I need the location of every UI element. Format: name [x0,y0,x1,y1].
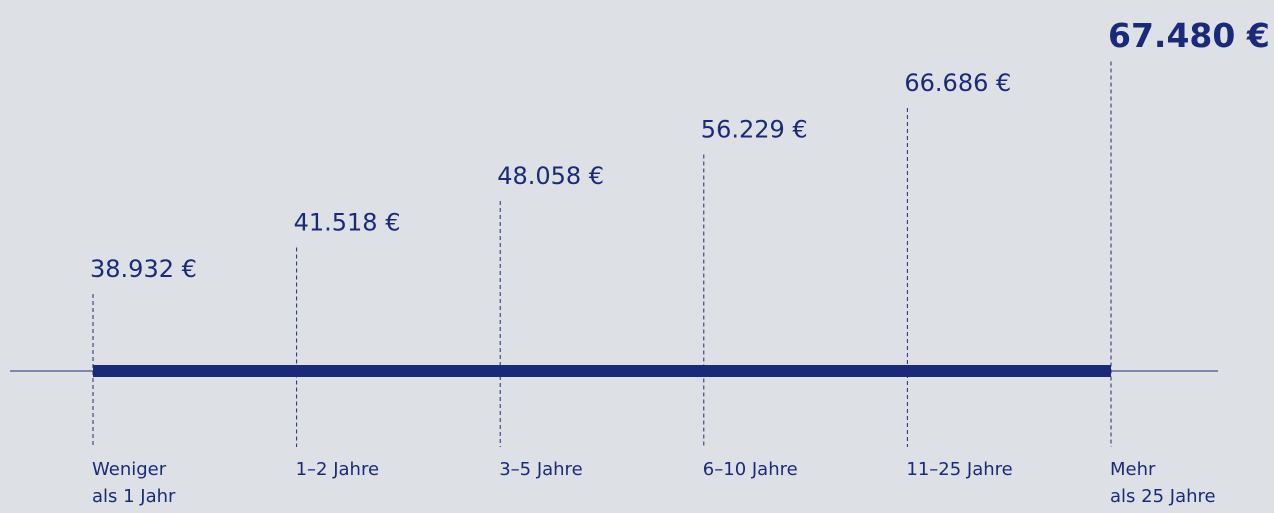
category-label: als 1 Jahr [92,486,176,507]
category-label: 1–2 Jahre [296,459,379,480]
category-label: 11–25 Jahre [906,459,1012,480]
category-label: 6–10 Jahre [703,459,798,480]
category-label: Mehr [1110,459,1156,480]
category-label: als 25 Jahre [1110,486,1216,507]
value-label: 41.518 € [294,209,401,237]
category-label: 3–5 Jahre [499,459,582,480]
value-label: 66.686 € [904,69,1011,97]
value-label: 48.058 € [497,162,604,190]
value-label: 56.229 € [701,116,808,144]
value-label: 38.932 € [90,255,197,283]
value-label: 67.480 € [1108,16,1270,55]
category-label: Weniger [92,459,167,480]
